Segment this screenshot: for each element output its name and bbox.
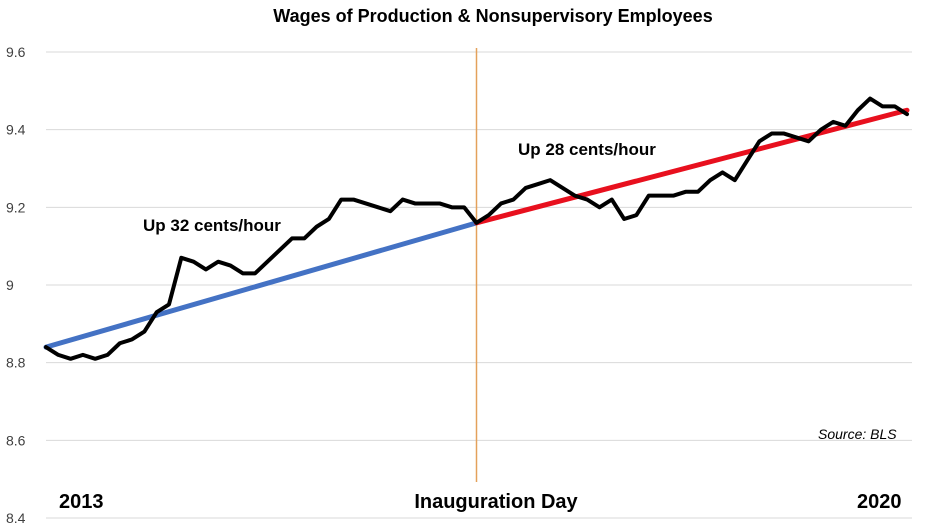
x-label-inauguration-day: Inauguration Day [414, 491, 578, 513]
y-tick-label: 9.6 [6, 44, 26, 60]
y-axis-tick-labels: 9.6 9.4 9.2 9 8.8 8.6 8.4 [6, 44, 26, 523]
trend-line-after-inauguration [474, 107, 910, 226]
y-tick-label: 9.4 [6, 122, 26, 138]
y-tick-label: 8.6 [6, 432, 26, 448]
y-tick-label: 8.8 [6, 355, 26, 371]
x-label-end-year: 2020 [857, 491, 902, 513]
annotation-up-32-cents: Up 32 cents/hour [143, 216, 281, 235]
annotation-up-28-cents: Up 28 cents/hour [518, 140, 656, 159]
y-tick-label: 9.2 [6, 199, 26, 215]
x-label-start-year: 2013 [59, 491, 104, 513]
trend-line-before-inauguration [43, 220, 479, 350]
source-label: Source: BLS [818, 426, 897, 442]
y-tick-label: 9 [6, 277, 14, 293]
gridlines [46, 51, 912, 519]
y-tick-label: 8.4 [6, 510, 26, 523]
chart-title: Wages of Production & Nonsupervisory Emp… [273, 6, 712, 26]
wage-series-line [44, 96, 909, 361]
